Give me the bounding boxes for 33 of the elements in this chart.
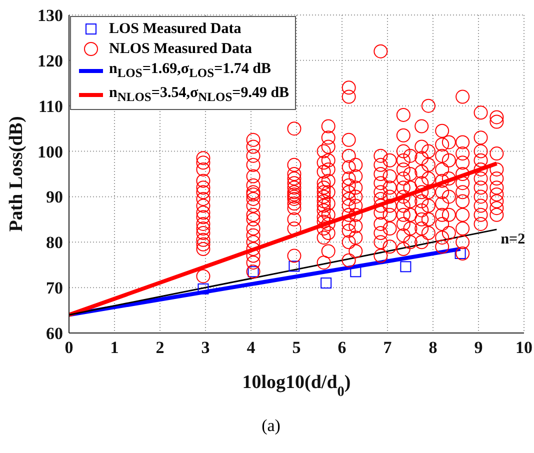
- y-tick-label: 110: [38, 96, 63, 116]
- x-tick-label: 7: [383, 338, 392, 358]
- point: [198, 283, 209, 294]
- point: [400, 261, 412, 272]
- text: (a): [260, 416, 282, 436]
- point: [350, 266, 362, 278]
- x-tick-label: 4: [246, 338, 256, 358]
- x-axis-title: 10log10(d/d$_{0}$): [242, 372, 351, 400]
- y-tick-label: 80: [46, 233, 63, 252]
- y-tick-label: 60: [46, 324, 63, 344]
- y-tick-label: 130: [38, 6, 63, 26]
- y-tick-label: 90: [46, 188, 63, 207]
- x-tick-label: 2: [156, 338, 164, 358]
- y-tick-label: 70: [46, 278, 63, 298]
- legend-label: NLOS Measured Data: [109, 40, 252, 59]
- x-tick-label: 8: [428, 338, 438, 358]
- y-tick-label: 100: [38, 142, 63, 162]
- x-tick-label: 10: [516, 338, 532, 358]
- annotation: n=2: [500, 231, 526, 248]
- y-tick-label: 120: [38, 51, 63, 70]
- x-tick-label: 1: [110, 338, 119, 358]
- x-tick-label: 9: [474, 338, 483, 358]
- x-tick-label: 0: [64, 338, 74, 358]
- x-tick-label: 6: [338, 338, 346, 358]
- point: [288, 260, 300, 272]
- y-axis-title: Path Loss(dB): [6, 116, 27, 232]
- legend-label: n$_{LOS}$=1.69,σ$_{LOS}$=1.74 dB: [109, 60, 271, 82]
- point: [320, 278, 332, 289]
- legend-label: LOS Measured Data: [109, 20, 242, 39]
- legend-label: n$_{NLOS}$=3.54,σ$_{NLOS}$=9.49 dB: [109, 84, 290, 106]
- point: [454, 248, 466, 259]
- x-tick-label: 3: [201, 338, 210, 358]
- x-tick-label: 5: [292, 338, 301, 358]
